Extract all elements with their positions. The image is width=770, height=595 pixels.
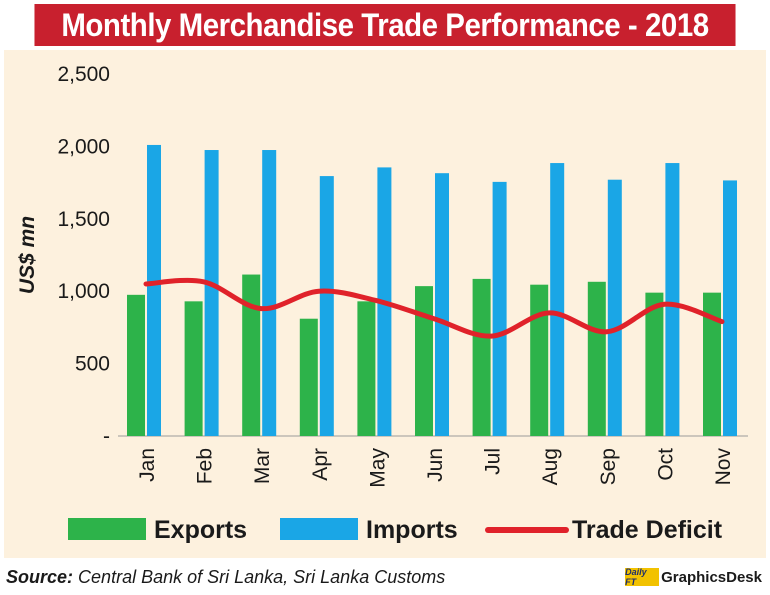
- bar-exports-jun: [415, 286, 433, 436]
- legend-item-imports: Imports: [280, 516, 458, 544]
- x-tick-label-apr: Apr: [309, 448, 332, 481]
- bar-imports-jun: [435, 173, 449, 437]
- source-text: Central Bank of Sri Lanka, Sri Lanka Cus…: [78, 566, 446, 587]
- legend-exports-label: Exports: [154, 516, 247, 544]
- y-tick-label: 500: [75, 353, 110, 376]
- bar-imports-sep: [607, 179, 622, 437]
- bar-imports-feb: [204, 150, 219, 436]
- bar-exports-oct: [645, 292, 664, 436]
- bar-imports-mar: [262, 150, 277, 436]
- graphics-credit: Daily FT GraphicsDesk: [625, 567, 766, 587]
- legend-trade-deficit-label: Trade Deficit: [572, 516, 723, 544]
- y-tick-label: 1,500: [57, 208, 110, 231]
- y-tick-label: 2,500: [57, 63, 110, 86]
- bar-exports-jan: [127, 294, 145, 436]
- bar-exports-jul: [472, 278, 491, 436]
- x-tick-label-jul: Jul: [482, 448, 505, 475]
- y-tick-label: 1,000: [57, 280, 110, 303]
- bar-imports-jul: [492, 181, 507, 436]
- bar-imports-nov: [723, 180, 737, 436]
- daily-ft-logo: Daily FT: [625, 567, 660, 587]
- credit-text: GraphicsDesk: [661, 568, 762, 586]
- chart-plot: - 500 1,000 1,500 2,000 2,500 US$ mn Jan Feb Ma…: [16, 63, 748, 544]
- x-tick-label-sep: Sep: [597, 448, 620, 485]
- bar-exports-mar: [242, 274, 261, 436]
- x-tick-label-nov: Nov: [712, 448, 735, 486]
- footer: Source: Central Bank of Sri Lanka, Sri L…: [4, 562, 766, 592]
- bar-exports-apr: [299, 318, 318, 436]
- y-axis-label: US$ mn: [16, 216, 39, 294]
- source-note: Source: Central Bank of Sri Lanka, Sri L…: [4, 567, 445, 588]
- bar-exports-aug: [530, 284, 549, 436]
- y-tick-label: -: [103, 425, 110, 448]
- legend-item-exports: Exports: [68, 516, 247, 544]
- chart-title: Monthly Merchandise Trade Performance - …: [34, 4, 736, 46]
- bar-imports-apr: [319, 176, 334, 437]
- bar-imports-oct: [665, 163, 680, 436]
- bar-imports-jan: [147, 144, 161, 436]
- x-tick-label-may: May: [366, 448, 389, 488]
- y-tick-label: 2,000: [57, 135, 110, 158]
- source-label: Source:: [6, 566, 74, 587]
- bars: [127, 144, 737, 437]
- legend-exports-swatch: [68, 518, 146, 540]
- x-tick-label-jun: Jun: [424, 448, 447, 482]
- bar-exports-nov: [703, 292, 721, 436]
- x-tick-label-mar: Mar: [251, 448, 274, 484]
- bar-exports-sep: [587, 281, 606, 436]
- chart-panel: - 500 1,000 1,500 2,000 2,500 US$ mn Jan Feb Ma…: [4, 50, 766, 558]
- x-tick-label-oct: Oct: [654, 448, 677, 481]
- x-tick-label-jan: Jan: [136, 448, 159, 482]
- legend-item-trade-deficit: Trade Deficit: [485, 516, 723, 544]
- x-tick-label-feb: Feb: [194, 448, 217, 484]
- bar-exports-feb: [184, 301, 203, 436]
- legend: Exports Imports Trade Deficit: [68, 516, 723, 544]
- bar-exports-may: [357, 301, 376, 436]
- bar-imports-aug: [550, 163, 565, 436]
- x-tick-label-aug: Aug: [539, 448, 562, 485]
- trade-deficit-line: [143, 277, 725, 339]
- legend-imports-swatch: [280, 518, 358, 540]
- legend-imports-label: Imports: [366, 516, 458, 544]
- x-axis-ticks: Jan Feb Mar Apr May Jun Jul Aug Sep Oct Nov: [136, 448, 735, 488]
- y-axis-ticks: - 500 1,000 1,500 2,000 2,500: [57, 63, 110, 448]
